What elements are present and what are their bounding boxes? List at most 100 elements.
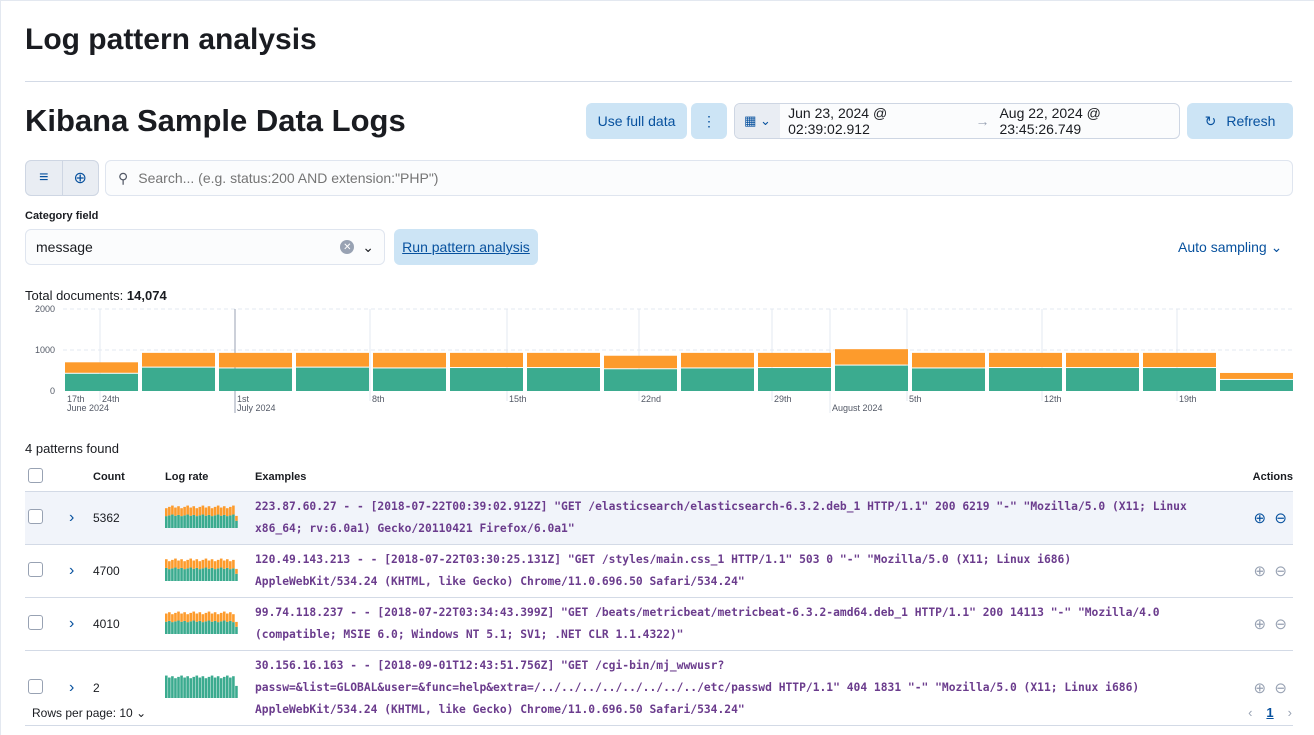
run-pattern-analysis-button[interactable]: Run pattern analysis [394,229,538,265]
filter-for-pattern-icon[interactable]: ⊕ [1253,615,1267,633]
sparkline-bar [189,558,192,568]
pattern-example: 120.49.143.213 - - [2018-07-22T03:30:25.… [255,544,1233,598]
bar-segment-green[interactable] [604,369,677,391]
start-date[interactable]: Jun 23, 2024 @ 02:39:02.912 [788,105,888,137]
refresh-button[interactable]: ↻ Refresh [1187,103,1293,139]
bar-segment-green[interactable] [1220,379,1293,391]
search-input[interactable] [138,170,1292,186]
x-tick-label: 29th [774,394,792,404]
sparkline-bar [186,622,189,634]
sparkline-bar [189,678,192,698]
bar-segment-green[interactable] [527,368,600,391]
count-header[interactable]: Count [93,463,165,492]
sparkline-bar [229,612,232,621]
table-row[interactable]: › 4700 120.49.143.213 - - [2018-07-22T03… [25,544,1293,598]
auto-sampling-dropdown[interactable]: Auto sampling ⌄ [1178,239,1282,256]
sparkline-bar [207,676,211,698]
calendar-icon[interactable]: ▦ ⌄ [735,104,781,138]
sparkline-bar [183,569,186,581]
select-all-checkbox[interactable] [28,467,43,483]
chevron-down-icon[interactable]: ⌄ [362,238,374,255]
bar-segment-orange[interactable] [681,352,754,368]
sparkline-bar [180,675,183,698]
filter-out-pattern-icon[interactable]: ⊖ [1274,509,1287,527]
sparkline-bar [177,514,180,528]
date-picker[interactable]: ▦ ⌄ Jun 23, 2024 @ 02:39:02.912 → Aug 22… [734,103,1180,139]
use-full-data-button[interactable]: Use full data [586,103,687,139]
bar-segment-green[interactable] [835,365,908,391]
bar-segment-green[interactable] [373,368,446,391]
expand-chevron-icon[interactable]: › [69,614,75,632]
filter-out-pattern-icon[interactable]: ⊖ [1274,679,1287,697]
bar-segment-green[interactable] [989,368,1062,391]
row-checkbox[interactable] [28,508,43,524]
filter-for-pattern-icon[interactable]: ⊕ [1253,509,1267,527]
filter-out-pattern-icon[interactable]: ⊖ [1274,615,1287,633]
sparkline-bar [204,507,208,516]
table-row[interactable]: › 4010 99.74.118.237 - - [2018-07-22T03:… [25,597,1293,651]
bar-segment-orange[interactable] [527,352,600,368]
bar-segment-orange[interactable] [1143,352,1216,368]
sparkline-bar [216,676,220,698]
bar-segment-green[interactable] [1066,368,1139,391]
bar-segment-orange[interactable] [604,355,677,369]
bar-segment-orange[interactable] [1220,372,1293,379]
bar-segment-green[interactable] [219,368,292,391]
row-checkbox[interactable] [28,614,43,630]
bar-segment-green[interactable] [681,368,754,391]
table-row[interactable]: › 2 30.156.16.163 - - [2018-09-01T12:43:… [25,650,1293,726]
page-1[interactable]: 1 [1266,705,1274,720]
row-checkbox[interactable] [28,561,43,577]
prev-page-icon[interactable]: ‹ [1248,705,1253,720]
sparkline-bar [198,620,202,634]
sparkline-bar [229,506,232,516]
filter-menu-icon[interactable]: ≡ [26,161,63,195]
bar-segment-orange[interactable] [450,352,523,368]
filter-for-pattern-icon[interactable]: ⊕ [1253,562,1267,580]
bar-segment-orange[interactable] [912,352,985,368]
sparkline-bar [201,505,205,515]
expand-chevron-icon[interactable]: › [69,561,75,579]
sparkline-bar [174,621,177,634]
bar-segment-green[interactable] [450,368,523,391]
bar-segment-green[interactable] [65,373,138,391]
bar-segment-orange[interactable] [373,352,446,368]
bar-segment-orange[interactable] [65,362,138,373]
end-date[interactable]: Aug 22, 2024 @ 23:45:26.749 [999,105,1101,137]
bar-segment-green[interactable] [758,368,831,391]
category-field-select[interactable]: message ✕ ⌄ [25,229,385,265]
more-options-button[interactable]: ⋮ [691,103,727,139]
sparkline-bar [168,561,171,570]
bar-segment-green[interactable] [1143,368,1216,391]
sparkline-bar [229,569,232,581]
sparkline-bar [232,622,235,634]
bar-segment-green[interactable] [912,368,985,391]
bar-segment-green[interactable] [142,367,215,391]
bar-segment-orange[interactable] [835,349,908,365]
bar-segment-orange[interactable] [142,352,215,367]
sparkline-bar [192,676,196,698]
bar-segment-green[interactable] [296,367,369,391]
x-tick-label: 24th [102,394,120,404]
add-filter-icon[interactable]: ⊕ [73,170,87,187]
sparkline-bar [186,514,189,528]
table-row[interactable]: › 5362 223.87.60.27 - - [2018-07-22T00:3… [25,491,1293,545]
bar-segment-orange[interactable] [296,352,369,367]
clear-icon[interactable]: ✕ [340,240,355,254]
expand-chevron-icon[interactable]: › [69,678,75,696]
bar-segment-orange[interactable] [1066,352,1139,368]
bar-segment-orange[interactable] [758,352,831,368]
sparkline-bar [216,559,220,569]
sparkline-bar [165,675,168,698]
patterns-table: Count Log rate Examples Actions › 5362 2… [25,463,1293,726]
filter-out-pattern-icon[interactable]: ⊖ [1274,562,1287,580]
sparkline-bar [232,614,235,623]
row-checkbox[interactable] [28,678,43,694]
bar-segment-orange[interactable] [989,352,1062,368]
next-page-icon[interactable]: › [1287,705,1292,720]
rows-per-page[interactable]: Rows per page: 10 ⌄ [32,706,146,720]
filter-for-pattern-icon[interactable]: ⊕ [1253,679,1267,697]
bar-segment-orange[interactable] [219,352,292,368]
expand-chevron-icon[interactable]: › [69,508,75,526]
